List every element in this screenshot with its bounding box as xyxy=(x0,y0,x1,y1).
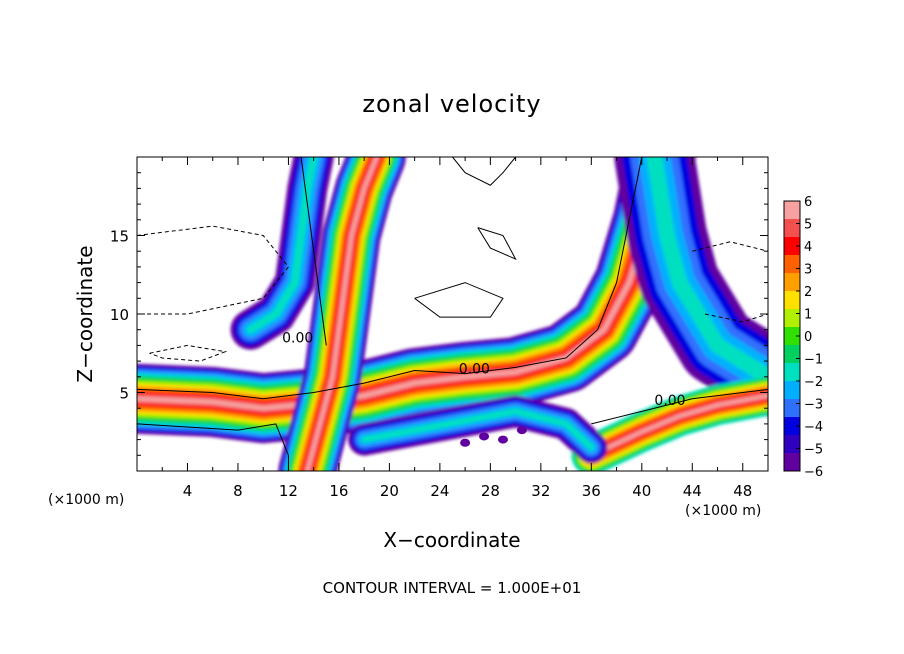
colorbar-tick-label: 0 xyxy=(804,330,812,345)
positive-contour xyxy=(477,227,517,261)
colorbar-tick-label: −4 xyxy=(804,420,823,435)
positive-contour xyxy=(414,282,504,318)
colorbar-cell xyxy=(784,417,800,436)
y-tick-label: 15 xyxy=(110,228,129,246)
velocity-field xyxy=(137,157,768,471)
x-tick-label: 44 xyxy=(683,482,702,500)
contour-label: 0.00 xyxy=(282,330,313,346)
zero-contour xyxy=(300,157,327,346)
blob xyxy=(497,435,508,444)
colorbar-cell xyxy=(784,201,800,220)
colorbar-tick-label: 6 xyxy=(804,195,812,210)
x-axis-label: X−coordinate xyxy=(383,528,520,552)
colorbar-cell xyxy=(784,255,800,274)
colorbar-tick-label: 3 xyxy=(804,263,812,278)
colorbar-cell xyxy=(784,381,800,400)
y-axis-label: Z−coordinate xyxy=(73,245,97,382)
jet-band xyxy=(137,157,664,411)
contour-interval-note: CONTOUR INTERVAL = 1.000E+01 xyxy=(323,579,582,597)
colorbar-cell xyxy=(784,327,800,346)
positive-contour xyxy=(137,423,289,471)
right-blue-band xyxy=(646,157,768,385)
colorbar-tick-label: −2 xyxy=(804,375,823,390)
zero-contour xyxy=(591,388,768,425)
blob xyxy=(479,432,490,441)
colorbar-cell xyxy=(784,345,800,364)
zero-contour xyxy=(137,157,643,400)
x-tick-label: 32 xyxy=(531,482,550,500)
blue-arm-band xyxy=(246,157,318,334)
colorbar-tick-label: 4 xyxy=(804,240,812,255)
plume-band xyxy=(305,157,379,471)
colorbar-tick-label: −6 xyxy=(804,465,823,480)
colorbar-cell xyxy=(784,237,800,256)
colorbar-cell xyxy=(784,219,800,238)
x-tick-label: 36 xyxy=(582,482,601,500)
y-tick-label: 10 xyxy=(110,306,129,324)
chart-title: zonal velocity xyxy=(362,90,541,118)
colorbar-tick-label: −1 xyxy=(804,353,823,368)
negative-contour xyxy=(692,241,768,252)
colorbar-tick-label: −5 xyxy=(804,443,823,458)
colorbar xyxy=(783,200,801,472)
colorbar-cell xyxy=(784,273,800,292)
colorbar-tick-label: 5 xyxy=(804,218,812,233)
y-tick-label: 5 xyxy=(119,385,129,403)
x-unit-label-right: (×1000 m) xyxy=(685,503,761,519)
lower-mid-band xyxy=(360,408,595,451)
colorbar-tick-label: 1 xyxy=(804,308,812,323)
lower-right-band xyxy=(589,393,768,458)
colorbar-cell xyxy=(784,363,800,382)
colorbar-tick-label: 2 xyxy=(804,285,812,300)
negative-contour xyxy=(704,313,768,323)
positive-contour xyxy=(452,157,516,186)
x-unit-label-left: (×1000 m) xyxy=(48,492,124,508)
blob xyxy=(460,438,471,447)
colorbar-cell xyxy=(784,453,800,472)
x-tick-label: 24 xyxy=(430,482,449,500)
colorbar-cell xyxy=(784,435,800,454)
x-tick-label: 8 xyxy=(233,482,243,500)
contour-label: 0.00 xyxy=(459,362,490,378)
x-tick-label: 4 xyxy=(183,482,193,500)
x-tick-label: 28 xyxy=(481,482,500,500)
x-tick-label: 48 xyxy=(733,482,752,500)
colorbar-cell xyxy=(784,291,800,310)
x-tick-label: 16 xyxy=(329,482,348,500)
colorbar-tick-label: −3 xyxy=(804,398,823,413)
x-tick-label: 12 xyxy=(279,482,298,500)
contour-label: 0.00 xyxy=(654,393,685,409)
x-tick-label: 40 xyxy=(632,482,651,500)
colorbar-cell xyxy=(784,399,800,418)
colorbar-cell xyxy=(784,309,800,328)
x-tick-label: 20 xyxy=(380,482,399,500)
blob xyxy=(516,426,527,435)
